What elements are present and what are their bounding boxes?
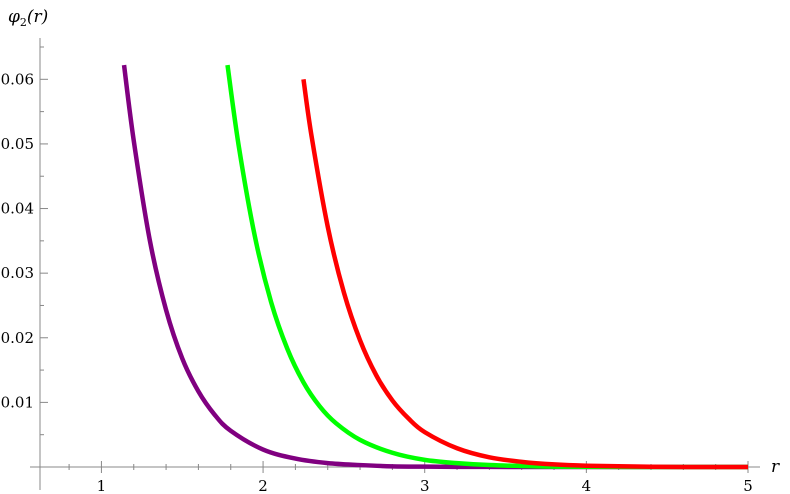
y-axis-label: φ2(r) xyxy=(8,7,48,29)
y-tick-label: 0.01 xyxy=(1,393,34,411)
series-line-1 xyxy=(121,64,748,470)
x-axis-label: r xyxy=(771,457,780,477)
y-tick-label: 0.06 xyxy=(1,70,34,88)
x-tick-label: 1 xyxy=(97,477,107,494)
axes xyxy=(30,38,760,490)
series-line-3 xyxy=(301,78,749,470)
ticks xyxy=(40,46,749,473)
tick-labels: 1 2 3 4 5 0.01 0.02 0.03 0.04 0.05 0.06 xyxy=(1,70,753,494)
y-axis-label-symbol: φ xyxy=(8,7,20,27)
y-axis-label-suffix: (r) xyxy=(27,7,48,27)
x-tick-label: 5 xyxy=(743,477,753,494)
y-tick-label: 0.04 xyxy=(1,200,34,218)
x-tick-label: 3 xyxy=(420,477,430,494)
y-axis-label-subscript: 2 xyxy=(20,16,27,29)
series-line-2 xyxy=(225,64,749,470)
y-tick-label: 0.03 xyxy=(1,264,34,282)
x-tick-label: 2 xyxy=(258,477,268,494)
y-tick-label: 0.05 xyxy=(1,135,34,153)
x-tick-label: 4 xyxy=(582,477,592,494)
series-group xyxy=(121,64,749,470)
y-tick-label: 0.02 xyxy=(1,329,34,347)
